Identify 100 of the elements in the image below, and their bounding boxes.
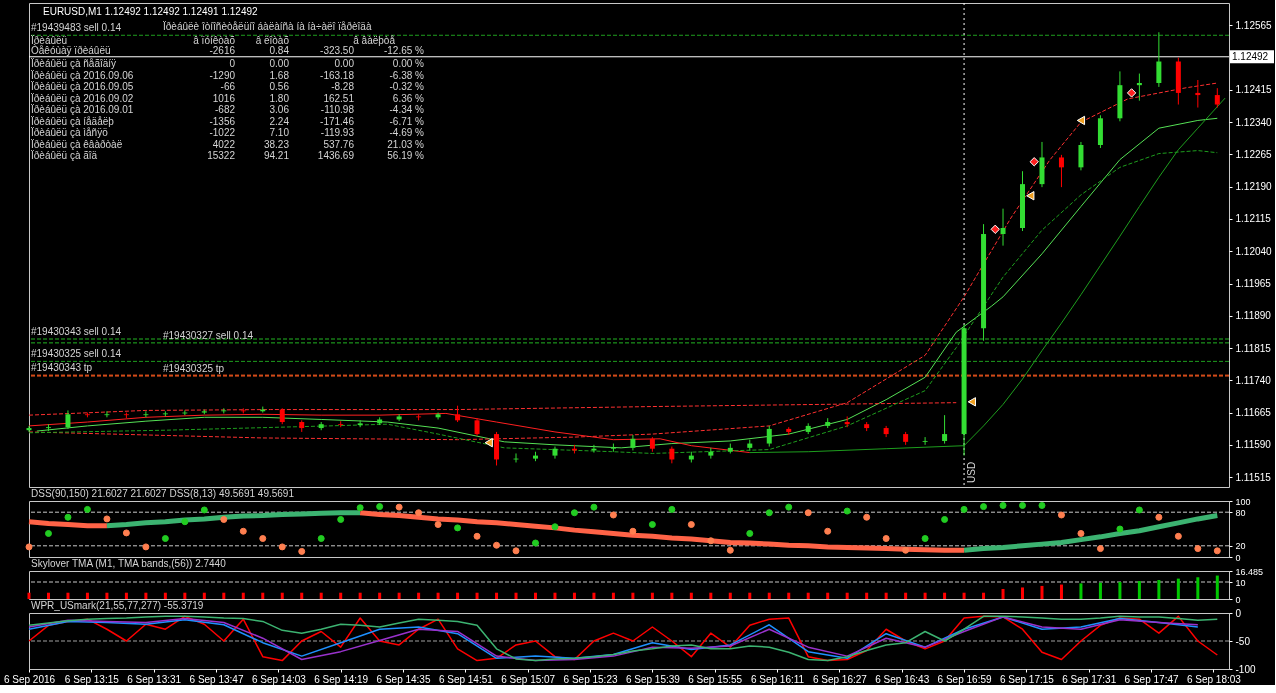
- point: [1026, 191, 1035, 201]
- annotation: -6.71 %: [389, 115, 425, 127]
- bar: [1001, 588, 1005, 599]
- x-tick-label: 6 Sep 16:59: [937, 673, 992, 685]
- candlestick: [942, 414, 948, 445]
- point: [395, 503, 403, 511]
- ref-line-label: USD: [966, 461, 978, 483]
- point: [493, 541, 501, 549]
- point: [1126, 88, 1137, 98]
- x-tick-label: 6 Sep 14:03: [251, 673, 307, 685]
- annotation: 6.36 %: [392, 92, 425, 104]
- y-tick-label: 1.11590: [1235, 439, 1272, 451]
- point: [648, 521, 656, 529]
- annotation: 1016: [212, 92, 236, 104]
- x-tick-label: 6 Sep 13:15: [64, 673, 120, 685]
- bar: [962, 592, 966, 599]
- y-tick-label: -100: [1235, 663, 1256, 675]
- bar: [865, 592, 869, 599]
- y-tick-label: 10: [1235, 577, 1246, 588]
- candlestick: [26, 425, 32, 433]
- bar: [845, 592, 849, 599]
- point: [902, 546, 910, 554]
- x-tick-label: 6 Sep 16:43: [875, 673, 930, 685]
- y-tick-label: 1.11965: [1235, 278, 1272, 289]
- point: [863, 513, 871, 521]
- point: [990, 224, 1000, 234]
- point: [941, 515, 949, 523]
- bar: [592, 592, 596, 599]
- x-tick-label: 6 Sep 17:31: [1062, 673, 1117, 685]
- annotation: -323.50: [320, 45, 355, 56]
- point: [980, 503, 988, 511]
- annotation: 0.00: [269, 58, 290, 69]
- y-tick-label: 1.11665: [1235, 407, 1272, 419]
- y-tick-label: 1.12340: [1235, 116, 1273, 128]
- point: [142, 543, 150, 551]
- bar: [631, 592, 635, 599]
- annotation: 0.00: [334, 58, 355, 69]
- annotation: 0.00 %: [392, 58, 425, 69]
- annotation: Ïðèáûëü çà êâàðòàë: [31, 138, 123, 150]
- bar: [495, 592, 499, 599]
- point: [434, 521, 442, 529]
- candlestick: [143, 410, 149, 418]
- x-tick-label: 6 Sep 18:03: [1186, 673, 1242, 685]
- x-tick-label: 6 Sep 15:55: [688, 673, 743, 685]
- point: [590, 503, 598, 511]
- y-tick-label: 1.12565: [1235, 19, 1273, 31]
- x-tick-label: 6 Sep 13:31: [127, 673, 182, 685]
- annotation: Ïðèáûëü çà ìåñÿö: [31, 127, 109, 138]
- point: [512, 547, 520, 555]
- candlestick: [922, 436, 928, 446]
- candlestick: [1214, 87, 1220, 109]
- x-tick-label: 6 Sep 13:47: [189, 673, 244, 685]
- annotation: -110.98: [320, 104, 355, 115]
- bar: [475, 592, 479, 599]
- point: [161, 535, 169, 543]
- y-tick-label: 1.11740: [1235, 374, 1272, 386]
- x-tick-label: 6 Sep 14:35: [376, 673, 431, 685]
- bar: [261, 592, 265, 599]
- annotation: Ïðèáûëü çà 2016.09.06: [31, 69, 134, 81]
- bar: [436, 592, 440, 599]
- point: [531, 539, 539, 547]
- point: [687, 521, 695, 529]
- bar: [222, 592, 226, 599]
- x-tick-label: 6 Sep 15:39: [625, 673, 681, 685]
- annotation: -4.34 %: [389, 104, 425, 115]
- annotation: 1436.69: [317, 150, 355, 161]
- bar: [689, 592, 693, 599]
- annotation: -1022: [209, 127, 236, 138]
- point: [960, 505, 968, 513]
- point: [1174, 532, 1182, 540]
- annotation: 7.10: [269, 127, 290, 138]
- point: [609, 511, 617, 519]
- point: [25, 543, 33, 551]
- annotation: Òåêóùàÿ ïðèáûëü: [31, 44, 111, 56]
- x-tick-label: 6 Sep 2016: [3, 673, 56, 685]
- point: [337, 515, 345, 523]
- point: [1096, 545, 1104, 553]
- annotation: Ïðèáûëü çà 2016.09.01: [31, 104, 134, 115]
- bar: [456, 592, 460, 599]
- x-tick-label: 6 Sep 14:19: [314, 673, 369, 685]
- bar: [767, 592, 771, 599]
- annotation: 94.21: [263, 150, 290, 161]
- y-tick-label: -50: [1235, 635, 1251, 647]
- x-tick-label: 6 Sep 15:07: [501, 673, 556, 685]
- point: [726, 546, 734, 554]
- y-tick-label: 80: [1235, 507, 1246, 518]
- candlestick: [883, 425, 889, 438]
- annotation: Ïðèáûëü çà ñåãîäíÿ: [31, 58, 117, 69]
- annotation: Ïðèáûëü çà ãîä: [31, 150, 98, 161]
- bar: [397, 592, 401, 599]
- annotation: 38.23: [263, 138, 290, 150]
- point: [1076, 115, 1086, 126]
- point: [376, 503, 384, 511]
- bar: [319, 592, 323, 599]
- ref-line-label: #19430343 sell 0.14: [31, 326, 122, 337]
- point: [1019, 501, 1027, 509]
- bar: [670, 592, 674, 599]
- chart-title: EURUSD,M1 1.12492 1.12492 1.12491 1.12492: [43, 6, 259, 17]
- annotation: -0.32 %: [389, 81, 425, 92]
- annotation: 1.80: [269, 92, 290, 104]
